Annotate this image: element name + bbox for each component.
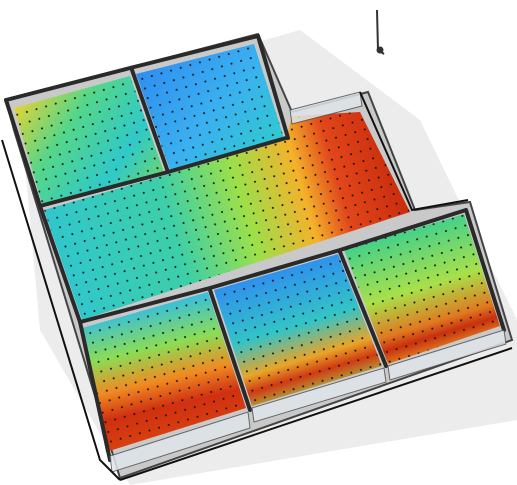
floor-plan-render — [0, 0, 517, 485]
page — [0, 0, 517, 485]
orientation-icon — [377, 10, 384, 54]
